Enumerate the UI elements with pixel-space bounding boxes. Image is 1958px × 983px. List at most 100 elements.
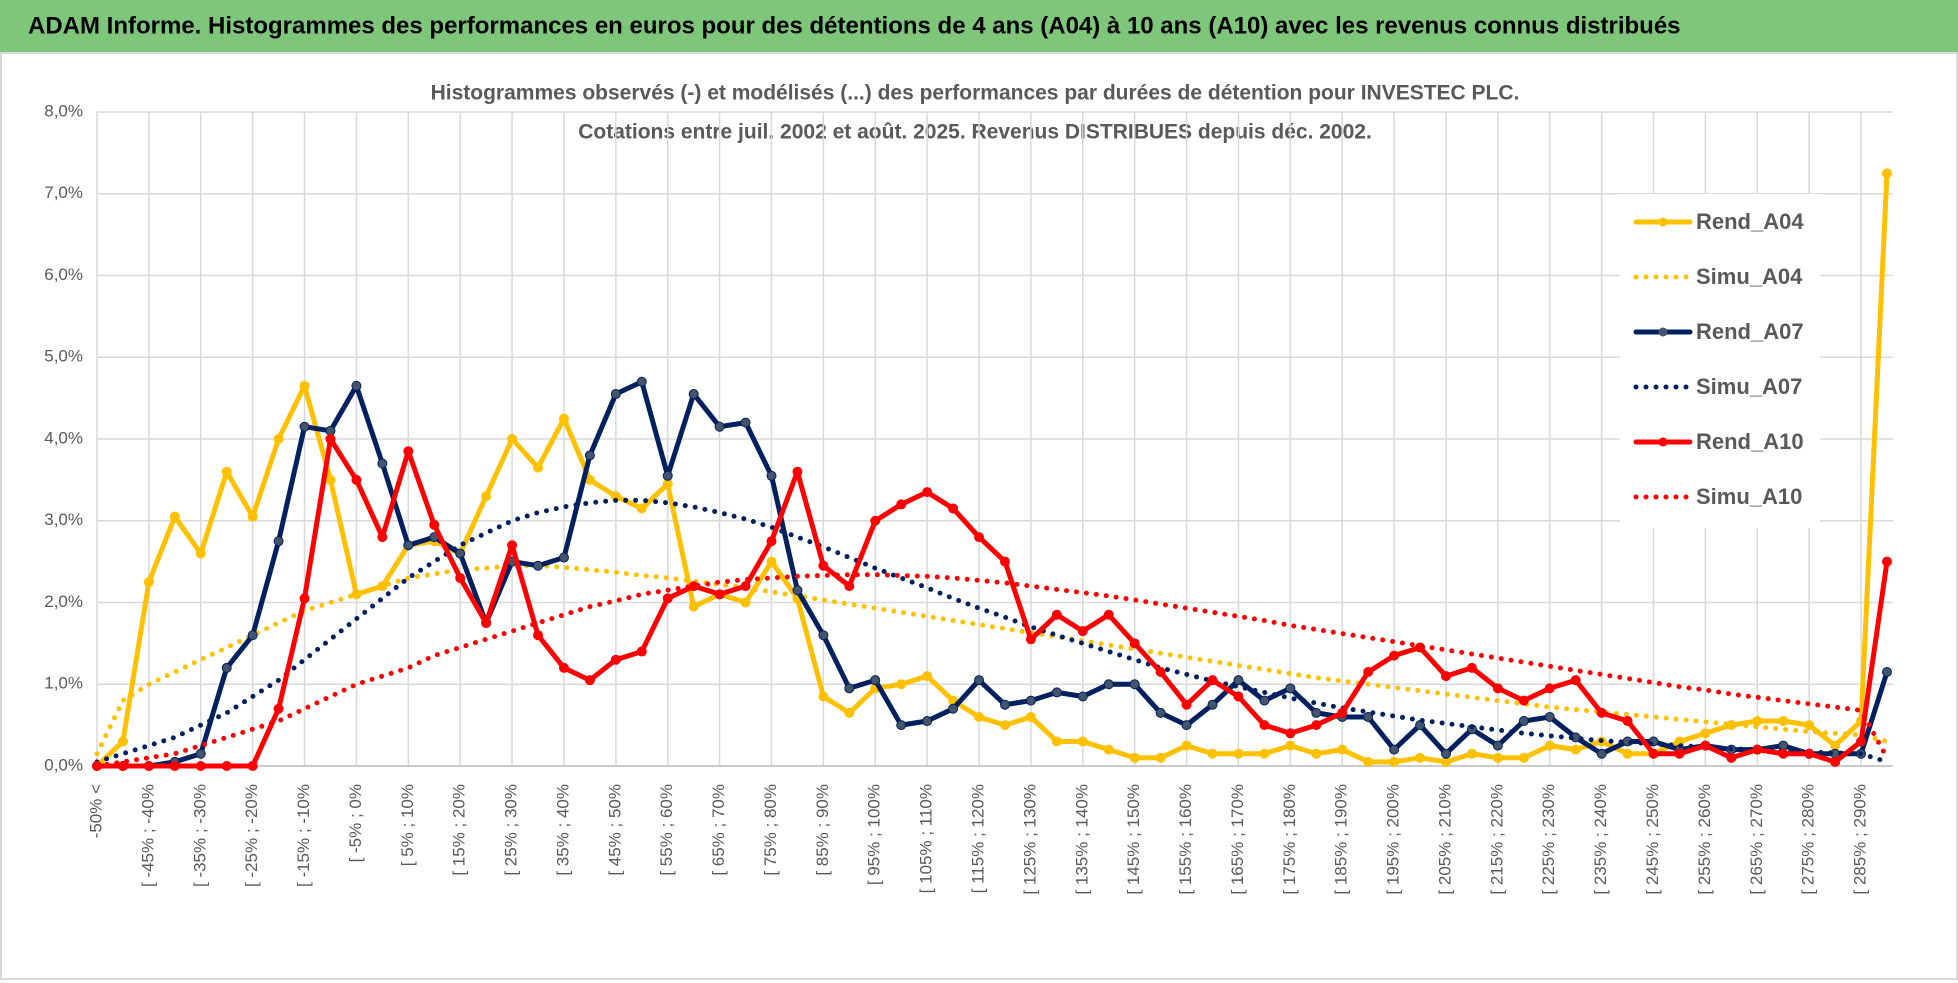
point-marker <box>1440 756 1451 767</box>
point-marker <box>117 761 128 771</box>
x-tick-label: [ 95% ; 100% <box>865 784 884 885</box>
point-marker <box>1025 711 1036 722</box>
point-marker <box>844 683 855 694</box>
point-marker <box>844 581 855 592</box>
point-marker <box>636 646 647 657</box>
x-tick-label: [ 245% ; 250% <box>1643 784 1662 895</box>
point-marker <box>1363 711 1374 722</box>
point-marker <box>351 474 362 485</box>
point-marker <box>558 413 569 424</box>
point-marker <box>558 552 569 563</box>
point-marker <box>1181 699 1192 710</box>
point-marker <box>922 487 933 498</box>
point-marker <box>273 434 284 444</box>
point-marker <box>507 434 518 444</box>
legend-label: Rend_A07 <box>1696 319 1804 344</box>
point-marker <box>792 466 803 477</box>
point-marker <box>1181 740 1192 751</box>
x-tick-label: [ 235% ; 240% <box>1591 784 1610 895</box>
x-tick-label: [ 35% ; 40% <box>553 784 572 876</box>
point-marker <box>1700 728 1711 739</box>
point-marker <box>714 589 725 600</box>
point-marker <box>1466 662 1477 673</box>
point-marker <box>610 389 621 400</box>
point-marker <box>558 662 569 673</box>
series-line <box>94 436 1890 769</box>
point-marker <box>1518 752 1529 763</box>
point-marker <box>195 761 206 771</box>
x-tick-label: [ 195% ; 200% <box>1384 784 1403 895</box>
x-tick-label: [ 185% ; 190% <box>1332 784 1351 895</box>
point-marker <box>507 540 518 551</box>
chart-subtitle: Cotations entre juil. 2002 et août. 2025… <box>578 121 1372 144</box>
legend-marker <box>1658 327 1668 337</box>
point-marker <box>325 425 336 436</box>
point-marker <box>1700 740 1711 751</box>
point-marker <box>1778 748 1789 759</box>
point-marker <box>999 556 1010 567</box>
series-line <box>94 572 1890 769</box>
point-marker <box>273 536 284 547</box>
point-marker <box>948 703 959 714</box>
point-marker <box>1129 752 1140 763</box>
point-marker <box>117 736 128 747</box>
point-marker <box>351 380 362 391</box>
x-tick-label: [ 25% ; 30% <box>502 784 521 876</box>
point-marker <box>1363 756 1374 767</box>
point-marker <box>662 478 673 489</box>
x-tick-label: -50% < <box>86 784 105 838</box>
point-marker <box>870 675 881 686</box>
y-tick-label: 5,0% <box>44 347 83 366</box>
point-marker <box>844 707 855 718</box>
point-marker <box>273 703 284 714</box>
point-marker <box>714 421 725 432</box>
point-marker <box>533 462 544 473</box>
point-marker <box>1778 740 1789 751</box>
point-marker <box>1882 168 1892 179</box>
point-marker <box>1077 626 1088 637</box>
y-tick-label: 0,0% <box>44 755 83 774</box>
point-marker <box>1389 744 1400 755</box>
x-tick-label: [ 165% ; 170% <box>1228 784 1247 895</box>
point-marker <box>1233 748 1244 759</box>
point-marker <box>999 720 1010 731</box>
point-marker <box>1492 683 1503 694</box>
point-marker <box>974 532 985 543</box>
point-marker <box>1389 756 1400 767</box>
point-marker <box>169 761 180 771</box>
point-marker <box>1518 695 1529 706</box>
point-marker <box>1778 716 1789 727</box>
point-marker <box>1155 752 1166 763</box>
point-marker <box>636 376 647 387</box>
point-marker <box>1259 695 1270 706</box>
point-marker <box>1129 679 1140 690</box>
point-marker <box>584 675 595 686</box>
x-tick-label: [ 145% ; 150% <box>1124 784 1143 895</box>
point-marker <box>896 499 907 510</box>
point-marker <box>1103 679 1114 690</box>
point-marker <box>1181 720 1192 731</box>
x-tick-label: [ 275% ; 280% <box>1799 784 1818 895</box>
x-tick-label: [ -15% ; -10% <box>294 784 313 887</box>
x-tick-label: [ 135% ; 140% <box>1072 784 1091 895</box>
point-marker <box>143 577 154 588</box>
point-marker <box>221 662 232 673</box>
point-marker <box>1129 638 1140 649</box>
point-marker <box>1103 744 1114 755</box>
point-marker <box>1726 752 1737 763</box>
x-tick-label: [ 205% ; 210% <box>1435 784 1454 895</box>
point-marker <box>740 597 751 608</box>
point-marker <box>1025 634 1036 645</box>
x-tick-label: [ 115% ; 120% <box>969 784 988 893</box>
point-marker <box>1285 683 1296 694</box>
y-tick-label: 3,0% <box>44 510 83 529</box>
point-marker <box>1440 748 1451 759</box>
point-marker <box>1622 716 1633 727</box>
point-marker <box>1233 675 1244 686</box>
legend-marker <box>1658 437 1668 447</box>
point-marker <box>481 617 492 628</box>
x-tick-label: [ 5% ; 10% <box>398 784 417 866</box>
point-marker <box>1285 728 1296 739</box>
point-marker <box>169 511 180 522</box>
